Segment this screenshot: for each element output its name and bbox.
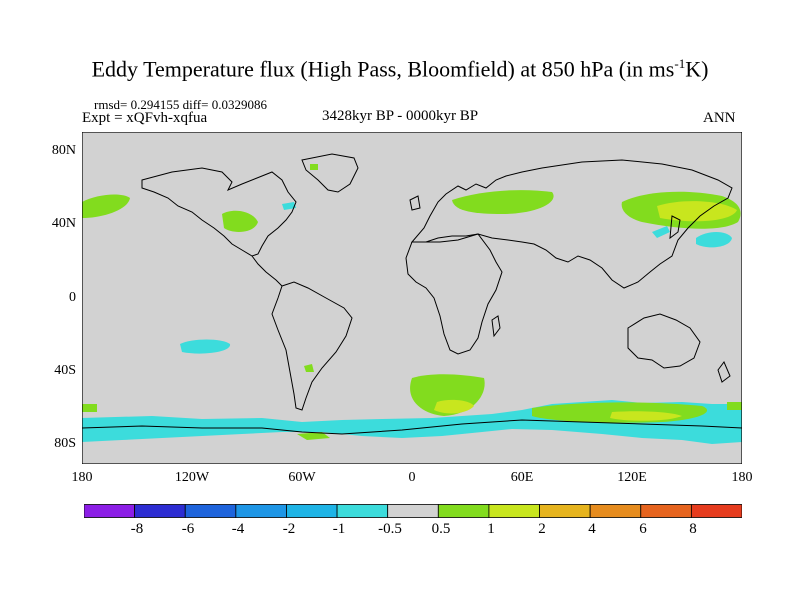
anomaly-japan-negative — [652, 226, 670, 238]
title-end: K) — [685, 56, 709, 82]
colorbar-label: -6 — [181, 521, 195, 537]
anomaly-caribbean-positive — [304, 364, 314, 372]
colorbar-swatch — [488, 504, 540, 518]
colorbar-swatch — [134, 504, 186, 518]
colorbar-swatch — [336, 504, 389, 518]
anomaly-south-east-pacific-positive — [727, 402, 742, 410]
coast-japan — [669, 215, 681, 240]
anomaly-north-america-positive — [222, 210, 258, 232]
y-label-40n: 40N — [51, 216, 76, 231]
x-label-180w: 180 — [71, 470, 93, 485]
colorbar-label: 8 — [689, 521, 697, 537]
colorbar-label: -2 — [282, 521, 296, 537]
world-map — [82, 132, 742, 464]
y-label-80n: 80N — [51, 143, 76, 158]
coast-new-zealand — [717, 361, 731, 383]
coast-eurasia — [410, 159, 733, 289]
coast-uk — [409, 195, 421, 211]
colorbar-label: -1 — [332, 521, 346, 537]
y-label-40s: 40S — [54, 363, 76, 378]
stats-text: rmsd= 0.294155 diff= 0.0329086 — [94, 97, 267, 112]
anomaly-pacific-negative — [180, 339, 231, 354]
anomaly-atlantic-negative-small — [282, 202, 296, 210]
coast-madagascar — [491, 315, 501, 338]
colorbar-label: 2 — [538, 521, 546, 537]
colorbar-swatch — [539, 504, 591, 518]
colorbar-swatch — [286, 504, 338, 518]
anomaly-south-west-atlantic-positive — [82, 404, 97, 412]
colorbar-label: 1 — [487, 521, 495, 537]
colorbar-swatch — [184, 504, 237, 518]
y-label-80s: 80S — [54, 436, 76, 451]
anomaly-europe-positive — [452, 190, 554, 214]
coast-africa — [405, 233, 503, 355]
x-label-180e: 180 — [731, 470, 753, 485]
anomaly-antarctic-coast-positive — [297, 432, 330, 440]
colorbar-swatch — [640, 504, 692, 518]
coast-north-america — [141, 167, 297, 257]
colorbar-label: -0.5 — [378, 521, 402, 537]
colorbar-swatch — [387, 504, 439, 518]
x-label-0: 0 — [408, 470, 416, 485]
coastlines — [82, 153, 742, 435]
y-label-0: 0 — [69, 290, 76, 305]
anomaly-southern-indian-positive-core — [610, 411, 682, 421]
x-label-60w: 60W — [288, 470, 316, 485]
coast-south-america — [271, 281, 353, 411]
coast-australia — [627, 313, 701, 369]
anomaly-nw-pacific-negative — [696, 232, 732, 248]
title-superscript: -1 — [674, 56, 686, 71]
x-label-120e: 120E — [617, 470, 647, 485]
anomaly-east-asia-positive-core — [657, 201, 737, 222]
colorbar-swatch — [235, 504, 287, 518]
colorbar-swatch — [690, 504, 742, 518]
coast-central-america — [251, 255, 283, 287]
colorbar-swatch — [84, 504, 136, 518]
coast-antarctica — [82, 419, 742, 435]
colorbar-label: 0.5 — [431, 521, 451, 537]
anomaly-north-pacific-positive-west — [82, 194, 130, 218]
colorbar-swatch — [589, 504, 642, 518]
period-label: 3428kyr BP - 0000kyr BP — [322, 108, 479, 124]
colorbar-swatch — [437, 504, 490, 518]
coast-greenland — [301, 153, 359, 193]
colorbar-label: -8 — [130, 521, 144, 537]
anomaly-fields — [82, 164, 742, 444]
x-label-60e: 60E — [510, 470, 534, 485]
experiment-label: Expt = xQFvh-xqfua — [82, 110, 208, 126]
colorbar-label: 6 — [639, 521, 647, 537]
title-main: Eddy Temperature flux (High Pass, Bloomf… — [91, 56, 675, 82]
x-label-120w: 120W — [174, 470, 210, 485]
anomaly-south-atlantic-positive-core — [434, 399, 474, 414]
season-label: ANN — [703, 110, 736, 126]
colorbar-label: -4 — [231, 521, 245, 537]
colorbar — [84, 504, 742, 518]
colorbar-label: 4 — [588, 521, 596, 537]
chart-title: Eddy Temperature flux (High Pass, Bloomf… — [0, 56, 800, 82]
anomaly-greenland-positive — [310, 164, 318, 170]
